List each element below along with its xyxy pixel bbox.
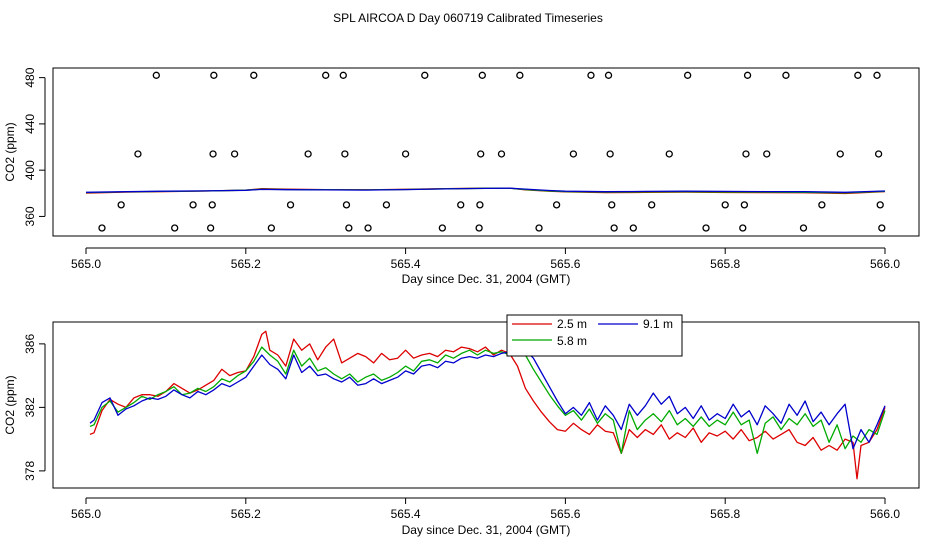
top-scatter-point	[516, 71, 524, 79]
bottom-x-tick-label-565-8: 565.8	[710, 507, 740, 521]
top-scatter-point	[702, 224, 710, 232]
top-scatter-point	[763, 150, 771, 158]
top-scatter-point	[782, 71, 790, 79]
legend-box	[506, 314, 683, 357]
top-series-9-1m	[85, 187, 886, 193]
bottom-y-tick-label-378: 378	[23, 461, 37, 481]
top-scatter-point	[799, 224, 808, 232]
bottom-x-tick-label-565-4: 565.4	[391, 507, 421, 521]
top-scatter-point	[878, 224, 886, 232]
top-scatter-point	[535, 224, 543, 232]
top-scatter-point	[739, 224, 747, 232]
bottom-panel: Day since Dec. 31, 2004 (GMT) CO2 (ppm) …	[3, 314, 920, 537]
top-x-tick-label-566-0: 566.0	[870, 257, 900, 271]
top-scatter-point	[230, 150, 239, 158]
top-scatter-point	[206, 224, 215, 232]
top-scatter-point	[478, 71, 486, 79]
bottom-series-5-8m	[89, 346, 886, 455]
top-x-axis-label: Day since Dec. 31, 2004 (GMT)	[402, 272, 571, 286]
top-scatter-point	[606, 150, 614, 158]
top-scatter-point	[818, 201, 826, 209]
top-scatter-point	[665, 150, 673, 158]
top-scatter-point	[854, 71, 862, 79]
top-scatter-point	[629, 224, 637, 232]
top-scatter-point	[457, 201, 465, 209]
top-scatter-point	[742, 150, 750, 158]
top-scatter-point	[210, 71, 218, 79]
bottom-series-2-5m	[89, 330, 886, 480]
bottom-y-tick-label-386: 386	[23, 334, 37, 354]
top-scatter-point	[208, 201, 216, 209]
bottom-y-tick-label-382: 382	[23, 397, 37, 417]
top-y-axis-label: CO2 (ppm)	[3, 122, 17, 181]
top-scatter-point	[152, 71, 160, 79]
top-x-tick-label-565-8: 565.8	[710, 257, 740, 271]
top-x-tick-label-565-4: 565.4	[391, 257, 421, 271]
top-scatter-point	[339, 71, 347, 79]
top-scatter-point	[477, 150, 485, 158]
top-scatter-point	[876, 201, 884, 209]
top-scatter-point	[569, 150, 578, 158]
top-scatter-point	[286, 201, 295, 209]
top-scatter-point	[189, 201, 197, 209]
top-scatter-point	[721, 201, 729, 209]
top-scatter-point	[648, 201, 656, 209]
top-scatter-point	[364, 224, 372, 232]
top-scatter-point	[438, 224, 447, 232]
bottom-x-tick-label-565-0: 565.0	[71, 507, 101, 521]
top-scatter-point	[341, 150, 349, 158]
top-scatter-point	[304, 150, 312, 158]
top-scatter-point	[98, 224, 106, 232]
top-scatter-point	[608, 201, 616, 209]
top-scatter-point	[604, 71, 613, 79]
top-scatter-point	[610, 224, 618, 232]
top-scatter-point	[873, 71, 881, 79]
top-scatter-point	[345, 224, 353, 232]
top-panel: Day since Dec. 31, 2004 (GMT) CO2 (ppm) …	[3, 67, 920, 286]
top-scatter-point	[475, 224, 483, 232]
top-scatter-point	[267, 224, 276, 232]
legend-label-5-8m: 5.8 m	[557, 334, 587, 348]
top-x-tick-label-565-2: 565.2	[231, 257, 261, 271]
top-scatter-point	[171, 224, 179, 232]
bottom-plot-frame	[52, 321, 920, 489]
legend-label-2-5m: 2.5 m	[557, 317, 587, 331]
top-scatter-point	[421, 71, 429, 79]
top-scatter-point	[497, 150, 506, 158]
bottom-x-tick-label-565-6: 565.6	[550, 507, 580, 521]
top-scatter-point	[743, 71, 752, 79]
top-scatter-point	[552, 201, 561, 209]
top-scatter-point	[250, 71, 258, 79]
top-scatter-point	[683, 71, 692, 79]
top-plot-frame	[52, 67, 920, 237]
top-scatter-point	[382, 201, 391, 209]
top-scatter-point	[836, 150, 844, 158]
top-y-tick-label-480: 480	[23, 67, 37, 87]
bottom-x-tick-label-566-0: 566.0	[870, 507, 900, 521]
figure-title: SPL AIRCOA D Day 060719 Calibrated Times…	[333, 11, 603, 25]
bottom-y-axis-label: CO2 (ppm)	[3, 375, 17, 434]
bottom-x-tick-label-565-2: 565.2	[231, 507, 261, 521]
top-scatter-point	[587, 71, 595, 79]
top-scatter-point	[134, 150, 142, 158]
top-scatter-point	[874, 150, 883, 158]
top-scatter-point	[401, 150, 410, 158]
top-scatter-point	[322, 71, 330, 79]
top-scatter-point	[209, 150, 217, 158]
top-x-tick-label-565-0: 565.0	[71, 257, 101, 271]
top-y-tick-label-440: 440	[23, 114, 37, 134]
top-scatter-point	[476, 201, 484, 209]
top-scatter-point	[740, 201, 749, 209]
legend: 2.5 m 9.1 m 5.8 m	[506, 314, 683, 357]
top-x-tick-label-565-6: 565.6	[550, 257, 580, 271]
top-scatter-point	[342, 201, 351, 209]
top-scatter-point	[117, 201, 125, 209]
bottom-series-9-1m	[89, 346, 886, 450]
top-y-tick-label-360: 360	[23, 206, 37, 226]
bottom-x-axis-label: Day since Dec. 31, 2004 (GMT)	[402, 523, 571, 537]
legend-label-9-1m: 9.1 m	[643, 317, 673, 331]
top-y-tick-label-400: 400	[23, 160, 37, 180]
